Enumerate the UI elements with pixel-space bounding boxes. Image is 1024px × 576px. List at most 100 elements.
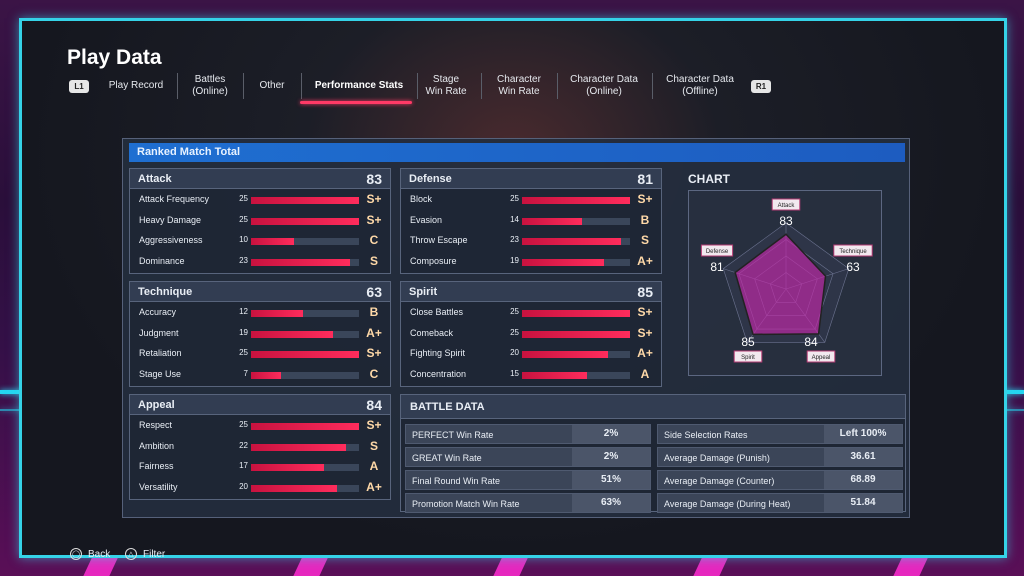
radar-axis-value: 63 xyxy=(846,260,860,274)
stat-row: Aggressiveness 10 C xyxy=(130,230,390,251)
stat-bar-fill xyxy=(522,217,583,225)
category-score: 81 xyxy=(637,170,653,187)
category-header: Appeal 84 xyxy=(130,395,390,415)
radar-axis-value: 81 xyxy=(710,260,724,274)
tab-character-data-online[interactable]: Character Data (Online) xyxy=(570,74,638,97)
tab-other[interactable]: Other xyxy=(259,80,285,91)
stat-bar-fill xyxy=(251,371,282,379)
stat-bar xyxy=(251,330,359,338)
stat-bar xyxy=(522,217,630,225)
stat-value: 25 xyxy=(239,348,248,357)
tab-separator xyxy=(652,73,653,99)
stat-value: 23 xyxy=(510,235,519,244)
stat-bar xyxy=(251,258,359,266)
battle-data-row: PERFECT Win Rate 2% xyxy=(405,424,651,444)
stat-bar xyxy=(251,464,359,471)
stat-bar xyxy=(522,351,630,358)
stat-grade: A xyxy=(369,459,379,473)
stat-value: 25 xyxy=(239,214,248,224)
stat-bar-fill xyxy=(522,330,630,338)
stat-bar xyxy=(522,197,630,204)
radar-chart-svg: Attack 83 Technique 63 Appeal 84 Spirit 85 Defen… xyxy=(700,198,873,363)
triangle-button-icon: △ xyxy=(125,548,137,560)
tab-performance-stats[interactable]: Performance Stats xyxy=(314,80,404,91)
tab-character-data-offline[interactable]: Character Data (Offline) xyxy=(666,74,734,97)
r1-button[interactable]: R1 xyxy=(751,80,771,93)
stat-row: Retaliation 25 S+ xyxy=(130,343,390,364)
stat-label: Respect xyxy=(139,420,173,430)
stat-value: 20 xyxy=(510,348,519,357)
stat-grade: A+ xyxy=(637,346,653,360)
battle-data-value: 36.61 xyxy=(824,448,902,466)
stat-label: Attack Frequency xyxy=(139,194,210,204)
stat-label: Comeback xyxy=(410,327,454,338)
tab-stage-win-rate[interactable]: Stage Win Rate xyxy=(425,74,467,97)
page-title: Play Data xyxy=(67,46,162,69)
stat-row: Block 25 S+ xyxy=(401,189,661,210)
tab-battles-online[interactable]: Battles (Online) xyxy=(192,74,228,97)
tab-character-win-rate[interactable]: Character Win Rate xyxy=(497,74,541,97)
category-name: Appeal xyxy=(138,398,175,411)
battle-data-label: Average Damage (Counter) xyxy=(664,476,775,486)
stat-grade: B xyxy=(640,212,650,227)
battle-data-value: 51.84 xyxy=(824,494,902,512)
stat-bar xyxy=(251,310,359,317)
category-header: Spirit 85 xyxy=(401,282,661,302)
stat-bar xyxy=(522,371,630,379)
stat-value: 19 xyxy=(239,327,248,337)
battle-data-section: BATTLE DATA PERFECT Win Rate 2% GREAT Win … xyxy=(400,394,906,513)
radar-axis-label-bg xyxy=(771,198,801,211)
stat-grade: C xyxy=(369,366,379,381)
back-label: Back xyxy=(88,548,111,560)
stat-value: 25 xyxy=(510,327,519,337)
battle-data-label: PERFECT Win Rate xyxy=(412,430,494,440)
tab-play-record[interactable]: Play Record xyxy=(108,80,164,91)
stat-row: Evasion 14 B xyxy=(401,210,661,231)
stat-bar-fill xyxy=(522,197,630,204)
stat-value: 25 xyxy=(510,307,519,316)
stat-row: Concentration 15 A xyxy=(401,364,661,385)
stat-row: Comeback 25 S+ xyxy=(401,323,661,344)
category-name: Technique xyxy=(138,285,193,298)
stat-bar xyxy=(522,330,630,338)
stat-row: Judgment 19 A+ xyxy=(130,323,390,344)
battle-data-label: Average Damage (Punish) xyxy=(664,453,770,463)
tab-separator xyxy=(481,73,482,99)
stat-row: Close Battles 25 S+ xyxy=(401,302,661,323)
battle-data-label: Average Damage (During Heat) xyxy=(664,499,791,509)
stat-row: Versatility 20 A+ xyxy=(130,477,390,498)
main-window: Play Data L1 R1 Play Record Battles (Onl… xyxy=(19,18,1007,560)
stat-bar xyxy=(251,238,359,245)
category-header: Attack 83 xyxy=(130,169,390,189)
stat-bar-fill xyxy=(251,464,325,471)
filter-button[interactable]: △ Filter xyxy=(125,548,165,560)
l1-button[interactable]: L1 xyxy=(69,80,89,93)
back-button[interactable]: ◯ Back xyxy=(70,548,110,560)
stat-row: Throw Escape 23 S xyxy=(401,230,661,251)
category-score: 85 xyxy=(637,283,653,300)
radar-axis-label: Attack xyxy=(778,203,796,209)
stat-row: Fairness 17 A xyxy=(130,456,390,477)
category-attack: Attack 83 Attack Frequency 25 S+ Heavy Dama… xyxy=(129,168,391,274)
stat-label: Dominance xyxy=(139,255,185,266)
battle-data-value: 68.89 xyxy=(824,471,902,489)
stat-bar-fill xyxy=(251,351,359,358)
stat-bar xyxy=(522,258,630,266)
stat-label: Throw Escape xyxy=(410,235,468,245)
filter-label: Filter xyxy=(143,548,166,560)
stat-label: Stage Use xyxy=(139,368,182,379)
radar-axis-label: Defense xyxy=(706,249,729,255)
category-spirit: Spirit 85 Close Battles 25 S+ Comeback 25 S+ F… xyxy=(400,281,662,387)
stat-bar xyxy=(251,423,359,430)
circle-button-icon: ◯ xyxy=(70,548,82,560)
stat-row: Accuracy 12 B xyxy=(130,302,390,323)
battle-data-label: GREAT Win Rate xyxy=(412,453,482,463)
stat-bar-fill xyxy=(251,484,338,492)
battle-data-row: Final Round Win Rate 51% xyxy=(405,470,651,490)
stat-value: 7 xyxy=(243,368,248,378)
stat-label: Composure xyxy=(410,255,457,266)
category-appeal: Appeal 84 Respect 25 S+ Ambition 22 S Fairness… xyxy=(129,394,391,500)
radar-axis-label-bg xyxy=(700,244,734,257)
stat-row: Ambition 22 S xyxy=(130,436,390,457)
category-score: 84 xyxy=(366,396,382,413)
